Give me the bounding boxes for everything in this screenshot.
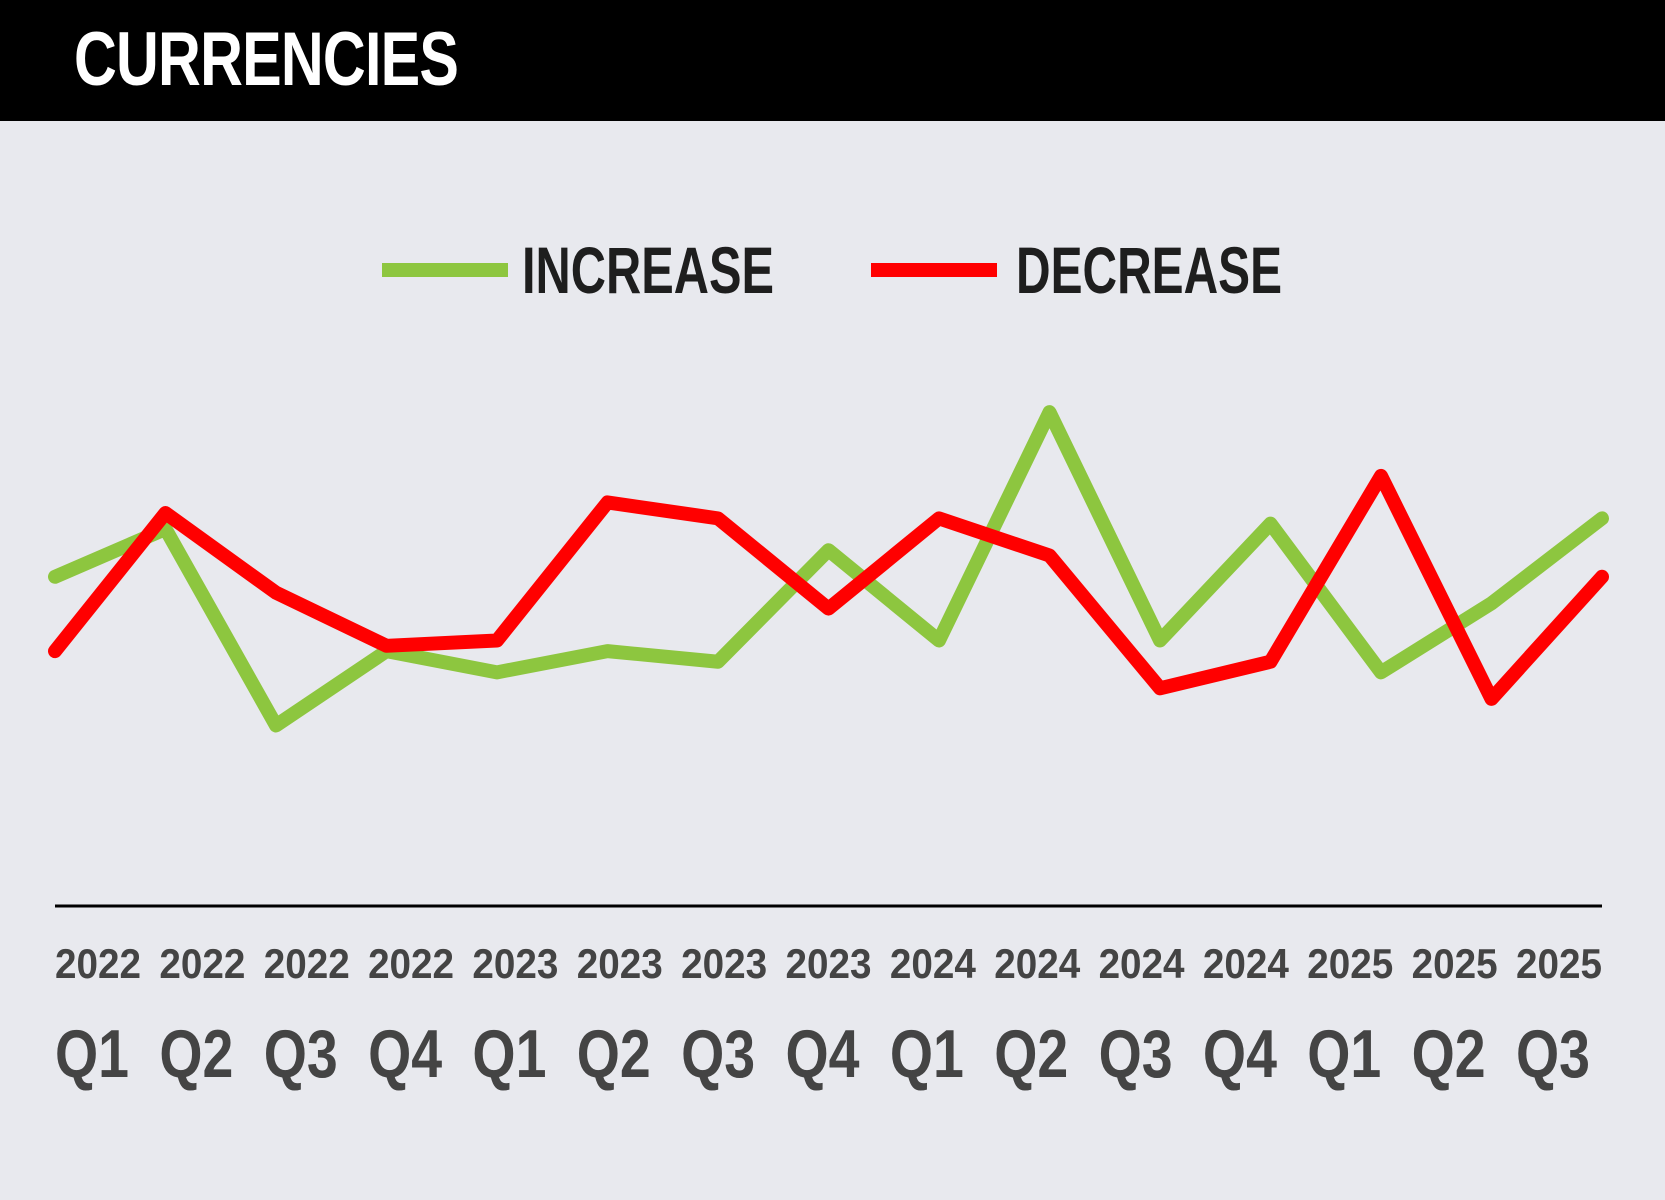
data-point-increase [827,549,830,552]
x-tick-quarter: Q4 [786,1016,860,1092]
data-point-decrease [164,512,167,515]
x-tick-quarter: Q2 [577,1016,651,1092]
data-point-increase [1269,522,1272,525]
x-tick-year: 2022 [55,940,141,987]
chart-title: CURRENCIES [74,17,459,102]
x-tick-quarter: Q3 [1099,1016,1173,1092]
x-tick-year: 2023 [681,940,767,987]
data-point-increase [164,527,167,530]
x-tick-quarter: Q2 [1412,1016,1486,1092]
x-tick-year: 2025 [1307,940,1393,987]
data-point-decrease [1380,474,1382,477]
data-point-decrease [606,501,609,504]
x-tick-quarter: Q4 [1203,1016,1277,1092]
x-tick-year: 2024 [890,940,977,987]
data-point-increase [1490,602,1493,605]
x-tick-quarter: Q3 [264,1016,338,1092]
x-tick-year: 2022 [264,940,350,987]
data-point-decrease [385,644,388,647]
data-point-increase [606,650,609,653]
data-point-increase [54,575,56,578]
x-tick-year: 2024 [1203,940,1290,987]
x-tick-quarter: Q1 [890,1016,964,1092]
x-tick-quarter: Q4 [368,1016,442,1092]
data-point-increase [717,660,719,663]
legend: INCREASE DECREASE [382,233,1282,307]
x-tick-quarter: Q2 [159,1016,233,1092]
data-point-decrease [1048,554,1051,557]
x-tick-year: 2024 [1099,940,1186,987]
x-tick-year: 2025 [1516,940,1602,987]
x-tick-year: 2023 [786,940,872,987]
x-tick-quarter: Q3 [1516,1016,1590,1092]
x-tick-year: 2022 [368,940,454,987]
data-point-increase [938,639,940,642]
legend-label-increase: INCREASE [522,233,774,307]
data-point-increase [275,724,277,727]
data-point-decrease [1159,687,1161,690]
data-point-decrease [827,607,830,610]
data-point-decrease [275,591,277,594]
data-point-decrease [1490,697,1493,700]
x-tick-quarter: Q1 [1307,1016,1381,1092]
x-tick-quarter: Q1 [472,1016,546,1092]
data-point-increase [1159,639,1161,642]
data-point-decrease [496,639,498,642]
data-point-decrease [1269,660,1272,663]
data-point-decrease [54,650,56,653]
series-line-increase [48,405,1609,733]
x-tick-year: 2024 [994,940,1081,987]
x-tick-year: 2023 [577,940,663,987]
x-tick-quarter: Q2 [994,1016,1068,1092]
x-tick-year: 2023 [472,940,558,987]
data-point-increase [1601,517,1603,520]
data-point-increase [1048,411,1051,414]
x-tick-quarter: Q1 [55,1016,129,1092]
data-point-increase [1380,671,1382,674]
x-tick-quarter: Q3 [681,1016,755,1092]
header-bar: CURRENCIES [0,0,1665,121]
data-point-decrease [1601,575,1603,578]
data-point-increase [496,671,498,674]
x-tick-year: 2022 [159,940,245,987]
data-point-decrease [717,517,719,520]
x-tick-year: 2025 [1412,940,1498,987]
legend-label-decrease: DECREASE [1016,233,1282,307]
data-point-decrease [938,517,940,520]
